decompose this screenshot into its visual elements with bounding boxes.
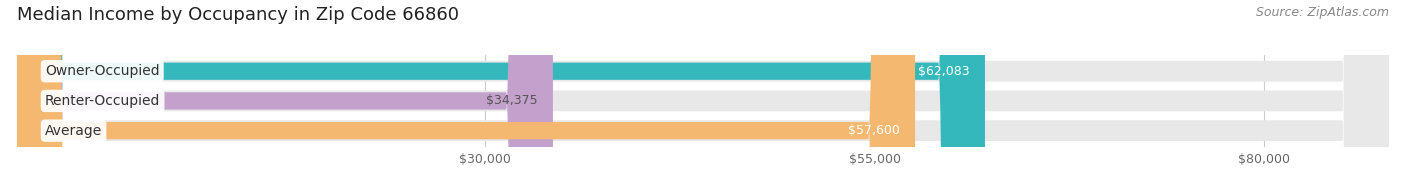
- FancyBboxPatch shape: [17, 0, 553, 196]
- Text: $57,600: $57,600: [848, 124, 900, 137]
- Text: $62,083: $62,083: [918, 65, 969, 78]
- Text: Renter-Occupied: Renter-Occupied: [45, 94, 160, 108]
- FancyBboxPatch shape: [17, 0, 1389, 196]
- Text: Owner-Occupied: Owner-Occupied: [45, 64, 159, 78]
- Text: Source: ZipAtlas.com: Source: ZipAtlas.com: [1256, 6, 1389, 19]
- FancyBboxPatch shape: [17, 0, 986, 196]
- Text: $34,375: $34,375: [485, 94, 537, 107]
- FancyBboxPatch shape: [17, 0, 915, 196]
- Text: Median Income by Occupancy in Zip Code 66860: Median Income by Occupancy in Zip Code 6…: [17, 6, 458, 24]
- Text: Average: Average: [45, 124, 103, 138]
- FancyBboxPatch shape: [17, 0, 1389, 196]
- FancyBboxPatch shape: [17, 0, 1389, 196]
